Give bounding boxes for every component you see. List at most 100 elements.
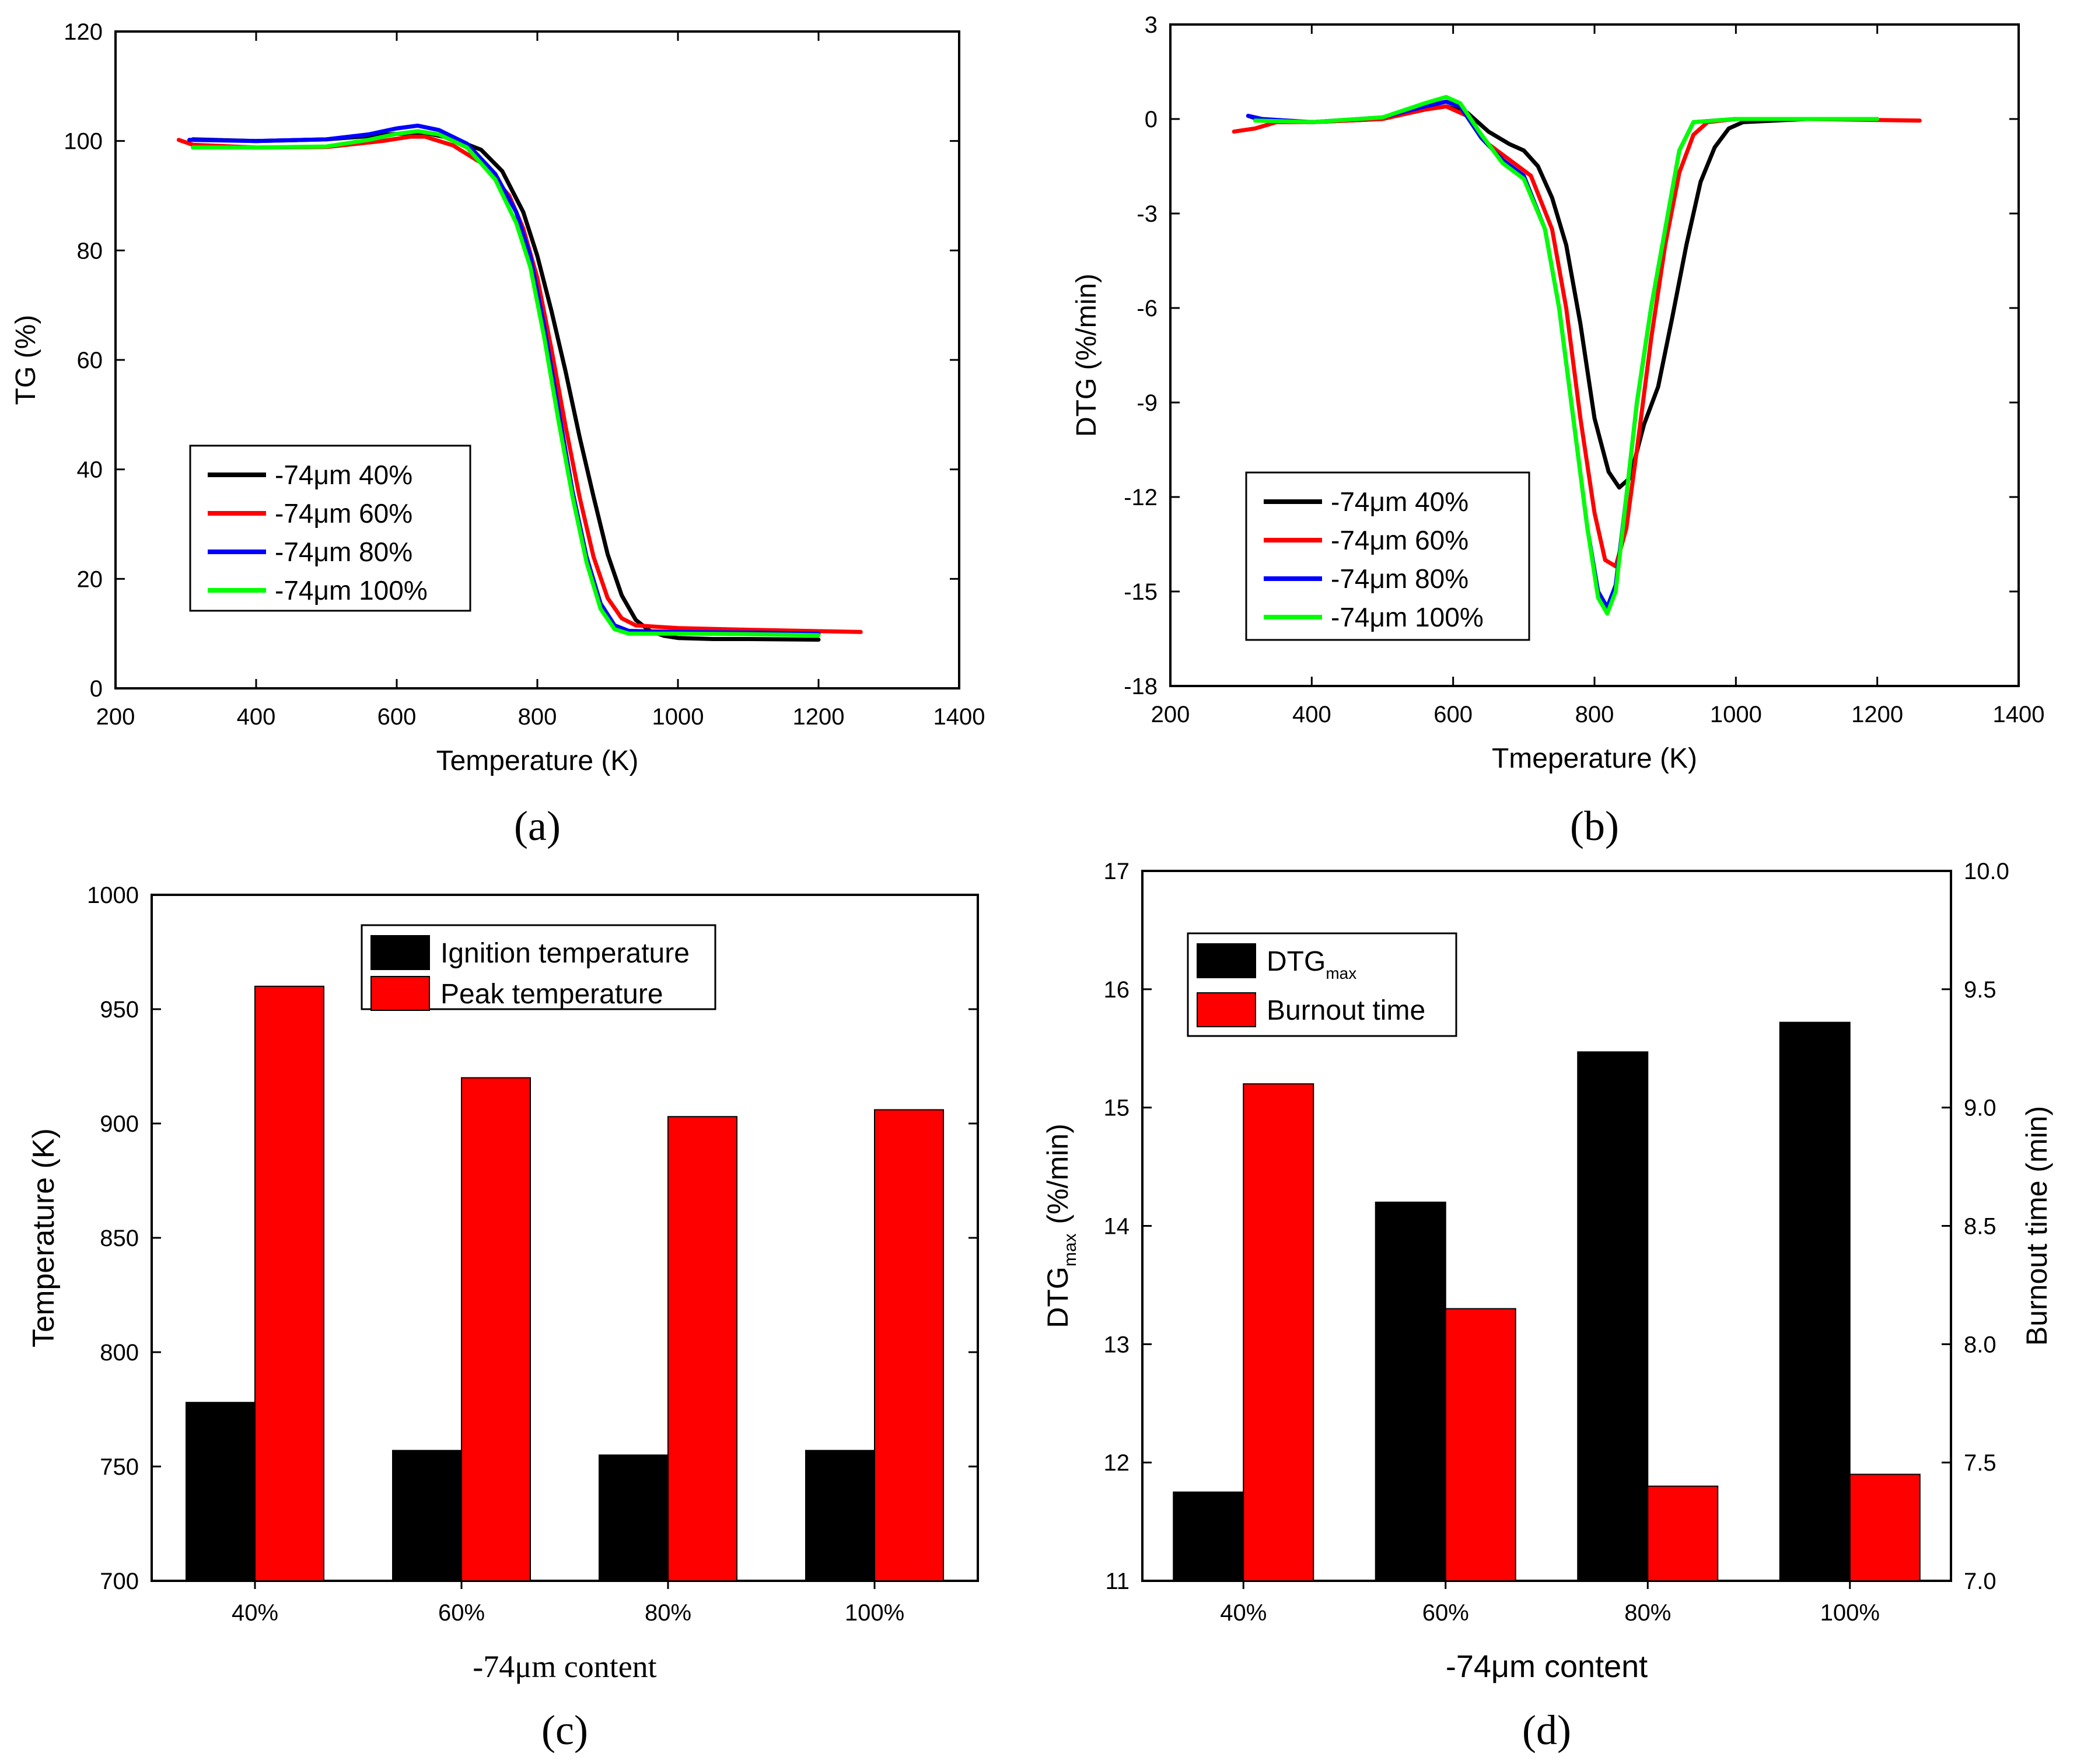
legend-label: -74μm 60%: [1331, 525, 1468, 555]
y-tick-label: -15: [1124, 579, 1158, 605]
panel-label: (b): [1570, 803, 1619, 849]
bar: [1779, 1021, 1851, 1582]
y-axis-label: TG (%): [11, 315, 41, 405]
y2-tick-label: 8.5: [1964, 1214, 1996, 1240]
x-tick-label: 400: [237, 704, 276, 730]
legend-label-sub: max: [1326, 964, 1356, 982]
x-tick-label: 1200: [1851, 702, 1903, 727]
x-tick-label: 60%: [438, 1600, 485, 1626]
bar: [805, 1450, 875, 1582]
x-axis-label: Tmeperature (K): [1492, 743, 1697, 774]
y-tick-label: -6: [1137, 296, 1158, 321]
legend-label: Ignition temperature: [440, 938, 690, 969]
panel-a-tg-chart: 200 400 600 800 1000 1200 1400 0 20 40 60 80 100 120 -…: [11, 19, 985, 849]
bar: [186, 1402, 256, 1581]
y-tick-label: 15: [1104, 1096, 1130, 1121]
x-tick-label: 600: [377, 704, 417, 730]
y-tick-label: 80: [77, 238, 103, 264]
y-tick-label: -18: [1124, 674, 1158, 699]
bar: [1849, 1474, 1921, 1581]
legend-label: -74μm 80%: [275, 537, 412, 567]
y-tick-label: 950: [100, 997, 139, 1023]
y-axis-label-sub: max: [1061, 1233, 1080, 1266]
y-tick-label: 17: [1104, 859, 1130, 884]
y-tick-label: 800: [100, 1340, 139, 1366]
bar: [1577, 1051, 1649, 1581]
y-tick-label: -3: [1137, 201, 1158, 227]
bar: [599, 1454, 669, 1581]
legend-label: -74μm 100%: [275, 575, 428, 606]
legend-label: Peak temperature: [440, 979, 663, 1010]
y-tick-label: 16: [1104, 977, 1130, 1003]
y-axis-label: DTGmax (%/min): [1041, 1124, 1080, 1328]
x-tick-label: 200: [96, 704, 135, 730]
legend-label-main: DTG: [1267, 946, 1326, 977]
legend-label: -74μm 40%: [275, 460, 412, 490]
x-tick-label: 40%: [232, 1600, 278, 1626]
panel-label: (a): [514, 803, 561, 849]
y-axis-label-main: DTG: [1041, 1266, 1074, 1328]
legend-label: -74μm 80%: [1331, 564, 1468, 594]
panel-label: (c): [541, 1707, 588, 1754]
x-tick-label: 400: [1292, 702, 1331, 727]
y-tick-label: 13: [1104, 1332, 1130, 1357]
y-tick-label: 0: [90, 676, 103, 702]
x-tick-label: 600: [1433, 702, 1473, 727]
y-tick-label: 120: [64, 19, 103, 45]
x-tick-label: 1200: [793, 704, 845, 730]
y-tick-label: -12: [1124, 485, 1158, 510]
x-axis-label: Temperature (K): [436, 746, 639, 776]
y-tick-label: 100: [64, 129, 103, 155]
y-tick-label: 1000: [87, 883, 139, 908]
x-axis-label: -74μm content: [1446, 1649, 1648, 1684]
y-tick-label: 900: [100, 1111, 139, 1137]
bar: [1243, 1083, 1314, 1581]
x-tick-label: 1000: [652, 704, 704, 730]
y-tick-label: 11: [1105, 1569, 1130, 1594]
bar: [254, 985, 324, 1582]
x-tick-label: 40%: [1220, 1600, 1267, 1626]
y-axis-label-unit: (%/min): [1041, 1124, 1074, 1224]
y-tick-label: 40: [77, 457, 103, 483]
y-tick-label: 60: [77, 348, 103, 373]
x-tick-label: 100%: [845, 1600, 904, 1626]
x-tick-label: 1400: [933, 704, 985, 730]
panel-d-dtgmax-burnout-bar-chart: 40% 60% 80% 100% 11 12 13 14 15 16 17 7.0 7.5 8.0 8.5 9…: [1041, 859, 2053, 1754]
y-tick-label: 0: [1145, 107, 1158, 132]
panel-b-dtg-chart: 200 400 600 800 1000 1200 1400 -18 -15 -12 -9 -6 -3 0…: [1071, 12, 2044, 849]
bar: [461, 1077, 531, 1581]
y-tick-label: 3: [1145, 12, 1158, 38]
legend-label: -74μm 100%: [1331, 602, 1484, 632]
y2-tick-label: 9.5: [1964, 977, 1996, 1003]
y2-tick-label: 10.0: [1964, 859, 2009, 884]
x-tick-label: 80%: [645, 1600, 691, 1626]
series-line: [191, 129, 821, 638]
y2-tick-label: 7.0: [1964, 1569, 1996, 1594]
y-tick-label: 14: [1104, 1214, 1130, 1240]
y2-tick-label: 7.5: [1964, 1450, 1996, 1476]
y-tick-label: 750: [100, 1454, 139, 1480]
x-axis-label: -74μm content: [473, 1649, 656, 1684]
legend-label: DTGmax: [1267, 946, 1356, 982]
x-tick-label: 100%: [1820, 1600, 1880, 1626]
bar: [874, 1109, 944, 1581]
legend-swatch: [370, 935, 430, 970]
x-tick-label: 60%: [1422, 1600, 1469, 1626]
legend-swatch: [1197, 992, 1256, 1027]
legend-label: -74μm 60%: [275, 498, 412, 528]
bar: [392, 1450, 462, 1582]
bar: [667, 1116, 737, 1581]
y-tick-label: 12: [1104, 1450, 1130, 1476]
bar: [1375, 1201, 1446, 1581]
y2-tick-label: 8.0: [1964, 1332, 1996, 1357]
bar: [1445, 1308, 1516, 1582]
y-tick-label: 20: [77, 566, 103, 592]
y2-tick-label: 9.0: [1964, 1096, 1996, 1121]
panel-label: (d): [1522, 1707, 1571, 1754]
y-axis-label: Temperature (K): [27, 1128, 61, 1348]
y-tick-label: 700: [100, 1569, 139, 1594]
series-line: [187, 123, 821, 636]
y-axis-label: DTG (%/min): [1071, 274, 1102, 437]
y2-axis-label: Burnout time (min): [2020, 1106, 2053, 1346]
x-tick-label: 80%: [1624, 1600, 1671, 1626]
